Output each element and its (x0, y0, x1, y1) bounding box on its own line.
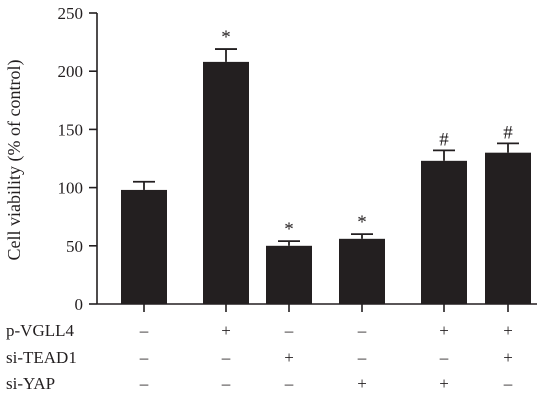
treatment-sign: – (284, 374, 294, 393)
y-axis-label: Cell viability (% of control) (4, 60, 25, 261)
significance-mark: # (503, 122, 513, 143)
treatment-sign: – (221, 348, 231, 367)
bar (485, 152, 531, 304)
treatment-sign: – (357, 348, 367, 367)
treatment-label: p-VGLL4 (6, 321, 74, 340)
treatment-label: si-YAP (6, 374, 55, 393)
y-tick-label: 200 (58, 62, 84, 81)
significance-mark: * (357, 212, 367, 233)
treatment-sign: – (439, 348, 449, 367)
treatment-sign: – (139, 374, 149, 393)
treatment-sign: + (439, 374, 449, 393)
bar (203, 61, 249, 304)
treatment-sign: + (357, 374, 367, 393)
treatment-sign: – (139, 321, 149, 340)
bar (421, 160, 467, 304)
bar (266, 245, 312, 304)
treatment-sign: + (284, 348, 294, 367)
treatment-sign: – (139, 348, 149, 367)
significance-mark: * (221, 27, 231, 48)
treatment-sign: + (439, 321, 449, 340)
significance-mark: * (284, 219, 294, 240)
treatment-table: p-VGLL4 – + – – + + si-TEAD1 – – + – – + si-YAP – – – + + – (6, 321, 513, 393)
bar (121, 189, 167, 304)
treatment-sign: + (503, 321, 513, 340)
treatment-sign: – (357, 321, 367, 340)
y-tick-label: 100 (58, 179, 84, 198)
y-ticks: 0 50 100 150 200 250 (58, 4, 97, 314)
treatment-label: si-TEAD1 (6, 348, 77, 367)
bars: * * * # # (121, 27, 531, 312)
y-tick-label: 250 (58, 4, 84, 23)
treatment-sign: + (503, 348, 513, 367)
treatment-sign: – (221, 374, 231, 393)
significance-mark: # (439, 129, 449, 150)
treatment-sign: + (221, 321, 231, 340)
y-tick-label: 0 (75, 295, 84, 314)
bar (339, 238, 385, 304)
y-tick-label: 50 (66, 237, 83, 256)
treatment-sign: – (503, 374, 513, 393)
treatment-sign: – (284, 321, 294, 340)
y-tick-label: 150 (58, 120, 84, 139)
